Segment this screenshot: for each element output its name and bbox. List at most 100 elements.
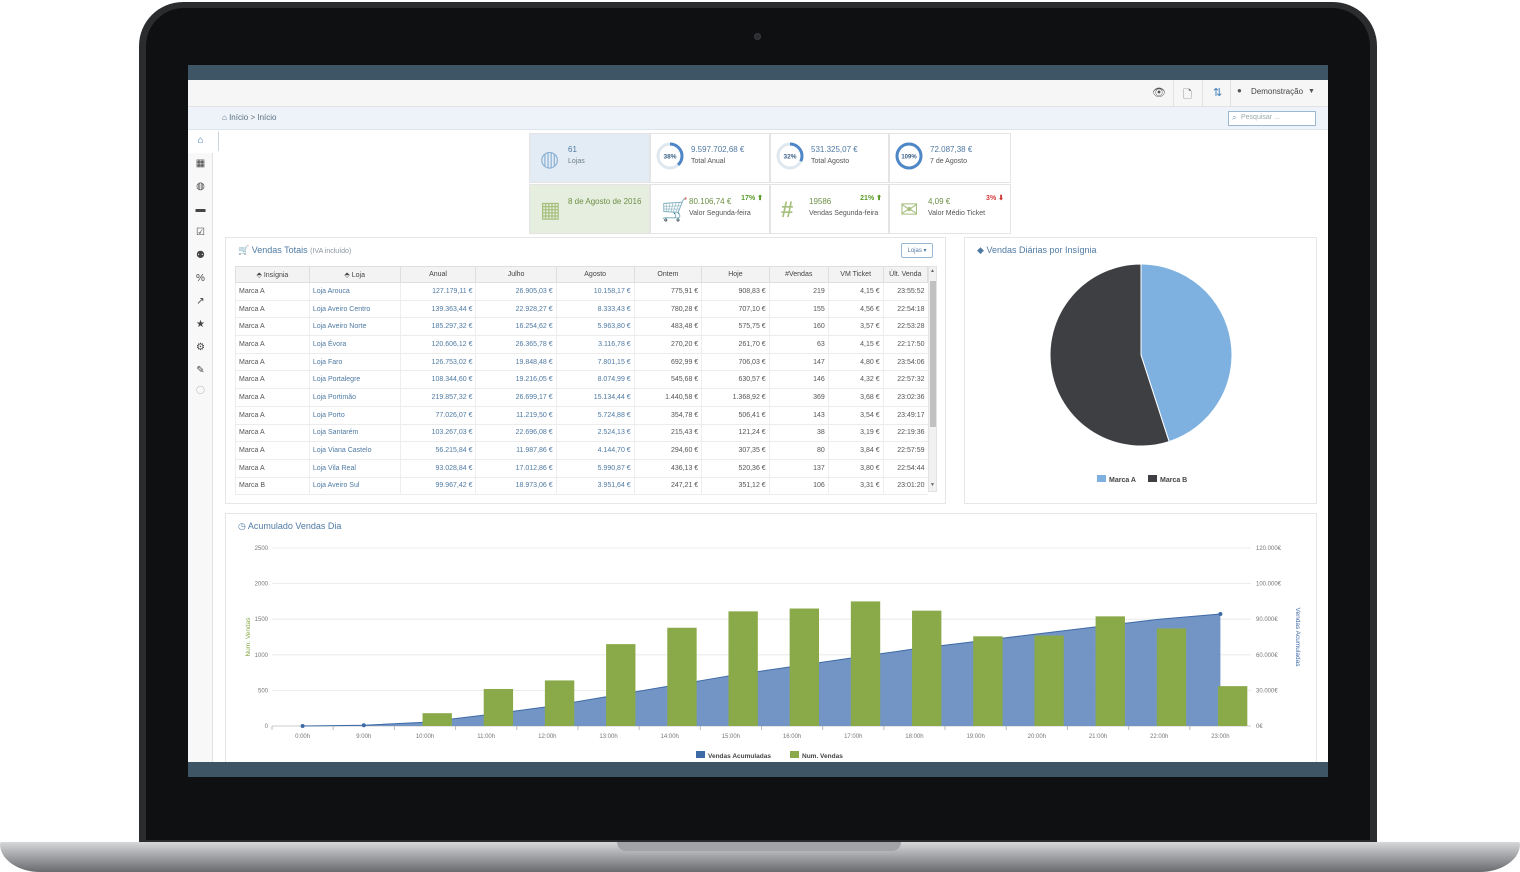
sales-monday-label: Vendas Segunda-feira [809, 210, 879, 217]
column-header[interactable]: ⬘ Insígnia [235, 266, 310, 283]
table-cell: Marca A [235, 353, 310, 372]
sidebar-item-star[interactable]: ★ [188, 314, 213, 337]
table-row[interactable]: Marca A Loja Santarém 103.267,03 €22.696,0… [235, 424, 928, 443]
table-cell: 139.363,44 € [399, 300, 476, 319]
sort-icon[interactable]: ⇅ [1213, 87, 1223, 99]
august-pct: 32% [783, 154, 796, 161]
table-cell: 155 [768, 300, 829, 319]
table-cell: 692,99 € [633, 353, 702, 372]
table-cell[interactable]: Loja Aveiro Norte [308, 317, 401, 337]
table-row[interactable]: Marca A Loja Porto 77.026,07 €11.219,50 €5… [235, 406, 928, 425]
table-cell: 707,10 € [701, 300, 770, 319]
table-cell[interactable]: Loja Porto [308, 406, 401, 425]
table-cell: 160 [768, 317, 829, 337]
table-cell[interactable]: Loja Vila Real [308, 459, 401, 478]
table-cell[interactable]: Loja Aveiro Sul [308, 477, 401, 496]
user-menu[interactable]: Demonstração [1251, 87, 1304, 96]
area-point [1218, 612, 1223, 617]
x-tick-label: 19:00h [966, 734, 984, 740]
pie-title-text: Vendas Diárias por Insígnia [986, 245, 1097, 255]
kpi-date: ▦ 8 de Agosto de 2016 [529, 184, 650, 234]
file-icon[interactable]: 🗋 [1183, 89, 1192, 101]
pie-panel-title: ◆ Vendas Diárias por Insígnia [977, 245, 1097, 256]
table-cell[interactable]: Loja Viana Castelo [308, 441, 401, 460]
table-cell: 26.365,78 € [475, 335, 557, 354]
bar [1095, 616, 1125, 726]
table-cell[interactable]: Loja Santarém [308, 424, 401, 443]
sidebar: ⌂ ▦ ◍ ▬ ☑ ⚉ % ↗ ★ ⚙ ✎ ◯ [188, 130, 213, 762]
y2-tick-label: 30.000€ [1256, 688, 1278, 694]
table-row[interactable]: Marca A Loja Aveiro Centro 139.363,44 €22.… [235, 300, 928, 319]
table-row[interactable]: Marca B Loja Aveiro Sul 99.967,42 €18.973,… [235, 477, 928, 496]
percent-icon: % [196, 273, 205, 284]
table-row[interactable]: Marca A Loja Évora 120.606,12 €26.365,78 €… [235, 335, 928, 354]
scrollbar-thumb[interactable] [930, 281, 936, 427]
search-input[interactable]: ⌕ Pesquisar ... [1228, 111, 1316, 126]
table-cell[interactable]: Loja Arouca [308, 282, 401, 301]
table-cell: 17.012,86 € [475, 459, 557, 478]
sidebar-toggle[interactable] [213, 131, 219, 151]
table-row[interactable]: Marca A Loja Faro 126.753,02 €19.848,48 €7… [235, 353, 928, 372]
table-cell: 247,21 € [633, 477, 702, 496]
sidebar-item-calculator[interactable]: ▦ [188, 153, 213, 176]
table-scrollbar[interactable]: ▲ ▼ [928, 266, 937, 492]
search-icon: ⌕ [1232, 113, 1237, 122]
caret-down-icon[interactable]: ▼ [1308, 88, 1315, 95]
y-tick-label: 1000 [255, 653, 269, 659]
sidebar-item-home[interactable]: ⌂ [188, 130, 213, 153]
column-header[interactable]: Anual [399, 266, 477, 283]
sidebar-item-percent[interactable]: % [188, 268, 213, 291]
nav-divider [1230, 80, 1231, 107]
column-header[interactable]: Ontem [633, 266, 703, 283]
sidebar-item-truck[interactable]: ▬ [188, 199, 213, 222]
sidebar-item-check[interactable]: ☑ [188, 222, 213, 245]
table-row[interactable]: Marca A Loja Arouca 127.179,11 €26.905,03 … [235, 282, 928, 301]
arrow-up-icon: ⬆ [876, 195, 882, 202]
column-header[interactable]: #Vendas [768, 266, 829, 283]
column-header[interactable]: ⬘ Loja [308, 266, 401, 283]
table-row[interactable]: Marca A Loja Portimão 219.857,32 €26.699,1… [235, 388, 928, 407]
y2-tick-label: 60.000€ [1256, 653, 1278, 659]
table-row[interactable]: Marca A Loja Aveiro Norte 185.297,32 €16.2… [235, 317, 928, 337]
sidebar-item-globe[interactable]: ◍ [188, 176, 213, 199]
annual-label: Total Anual [691, 158, 726, 165]
table-cell: 3,68 € [827, 388, 884, 407]
lojas-label: Lojas [907, 248, 922, 254]
annual-progress-ring: 38% [656, 142, 684, 170]
table-cell[interactable]: Loja Portalegre [308, 370, 401, 390]
column-header[interactable]: Julho [475, 266, 557, 283]
table-row[interactable]: Marca A Loja Vila Real 93.028,84 €17.012,8… [235, 459, 928, 478]
table-cell[interactable]: Loja Aveiro Centro [308, 300, 401, 319]
table-cell: 23:55:52 [882, 282, 928, 301]
table-cell: 8.074,99 € [555, 370, 635, 390]
table-cell[interactable]: Loja Portimão [308, 388, 401, 407]
scroll-up-icon[interactable]: ▲ [930, 268, 935, 274]
sidebar-item-cogs[interactable]: ⚙ [188, 337, 213, 360]
breadcrumb-home[interactable]: Início [229, 113, 249, 122]
sidebar-item-wrench[interactable]: ✎ [188, 360, 213, 383]
legend-swatch [790, 751, 799, 758]
table-cell: 4,56 € [827, 300, 884, 319]
table-row[interactable]: Marca A Loja Viana Castelo 56.215,84 €11.9… [235, 441, 928, 460]
sidebar-item-chart[interactable]: ↗ [188, 291, 213, 314]
table-cell: 706,03 € [701, 353, 770, 372]
scroll-down-icon[interactable]: ▼ [930, 482, 935, 488]
column-header[interactable]: Hoje [701, 266, 770, 283]
column-header[interactable]: VM Ticket [827, 266, 884, 283]
sidebar-item-users[interactable]: ⚉ [188, 245, 213, 268]
table-cell[interactable]: Loja Faro [308, 353, 401, 372]
check-icon: ☑ [196, 227, 205, 238]
column-header[interactable]: Últ. Venda [882, 266, 929, 283]
day-progress-ring: 109% [895, 142, 923, 170]
y-axis-title: Num. Vendas [245, 617, 252, 657]
table-row[interactable]: Marca A Loja Portalegre 108.344,60 €19.216… [235, 370, 928, 390]
globe-icon: ◍ [540, 146, 560, 171]
sidebar-item-collapse[interactable]: ◯ [188, 380, 213, 403]
column-header[interactable]: Agosto [555, 266, 635, 283]
cart-icon: 🛒 [238, 245, 250, 255]
table-cell[interactable]: Loja Évora [308, 335, 401, 354]
table-cell: 22:17:50 [882, 335, 928, 354]
lojas-dropdown-button[interactable]: Lojas ▾ [901, 243, 933, 258]
eye-slash-icon[interactable]: 👁 [1152, 87, 1166, 99]
